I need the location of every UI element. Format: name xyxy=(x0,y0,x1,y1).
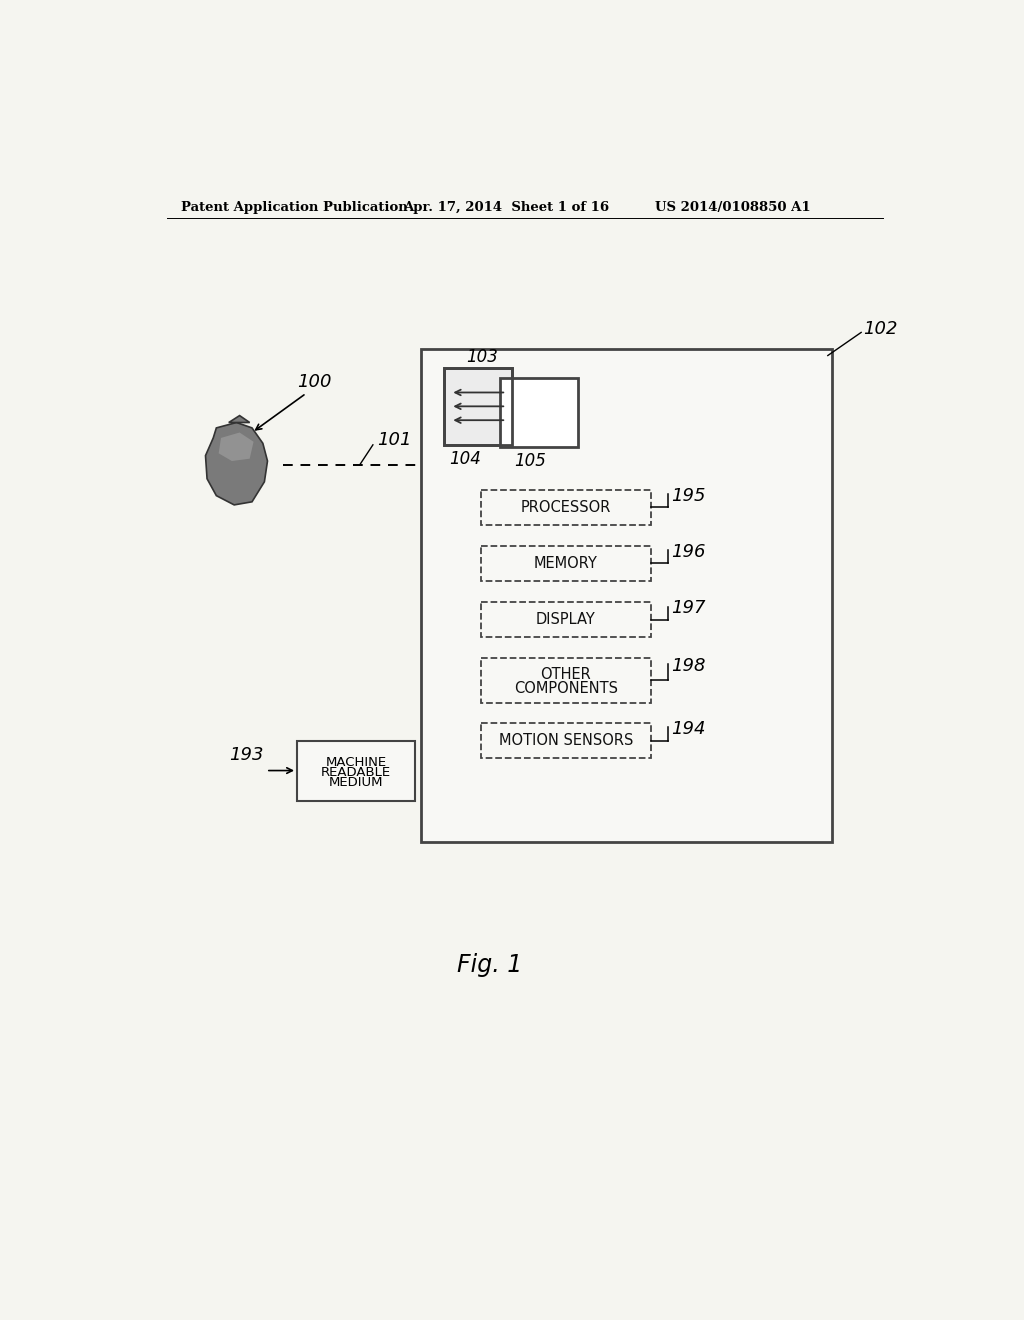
Text: Patent Application Publication: Patent Application Publication xyxy=(180,201,408,214)
Bar xyxy=(480,545,651,581)
Bar xyxy=(421,350,831,842)
Text: 194: 194 xyxy=(672,719,706,738)
Text: MOTION SENSORS: MOTION SENSORS xyxy=(499,733,633,748)
Text: 102: 102 xyxy=(862,321,897,338)
Text: US 2014/0108850 A1: US 2014/0108850 A1 xyxy=(655,201,811,214)
Text: 196: 196 xyxy=(672,543,706,561)
Text: 193: 193 xyxy=(228,746,263,764)
Text: 103: 103 xyxy=(466,348,498,366)
Text: 198: 198 xyxy=(672,657,706,675)
Polygon shape xyxy=(206,422,267,506)
Bar xyxy=(480,602,651,638)
Text: DISPLAY: DISPLAY xyxy=(536,612,596,627)
Text: COMPONENTS: COMPONENTS xyxy=(514,681,617,696)
Text: MEDIUM: MEDIUM xyxy=(329,776,383,789)
Text: MEMORY: MEMORY xyxy=(534,556,598,572)
Text: PROCESSOR: PROCESSOR xyxy=(520,500,611,515)
Text: 195: 195 xyxy=(672,487,706,504)
Text: 197: 197 xyxy=(672,599,706,616)
Bar xyxy=(444,368,512,445)
Text: 104: 104 xyxy=(449,450,480,467)
Bar xyxy=(480,490,651,525)
Polygon shape xyxy=(219,433,254,461)
Text: Apr. 17, 2014  Sheet 1 of 16: Apr. 17, 2014 Sheet 1 of 16 xyxy=(403,201,609,214)
Text: Fig. 1: Fig. 1 xyxy=(458,953,522,977)
Bar xyxy=(500,378,578,447)
Text: 101: 101 xyxy=(378,432,412,449)
Text: 100: 100 xyxy=(297,372,332,391)
Text: READABLE: READABLE xyxy=(321,767,391,779)
Text: 105: 105 xyxy=(514,451,546,470)
Text: MACHINE: MACHINE xyxy=(326,756,386,770)
Bar xyxy=(480,723,651,758)
Text: OTHER: OTHER xyxy=(541,667,591,682)
Bar xyxy=(444,368,512,445)
Polygon shape xyxy=(228,416,250,422)
Bar xyxy=(297,741,415,800)
Bar xyxy=(480,659,651,702)
